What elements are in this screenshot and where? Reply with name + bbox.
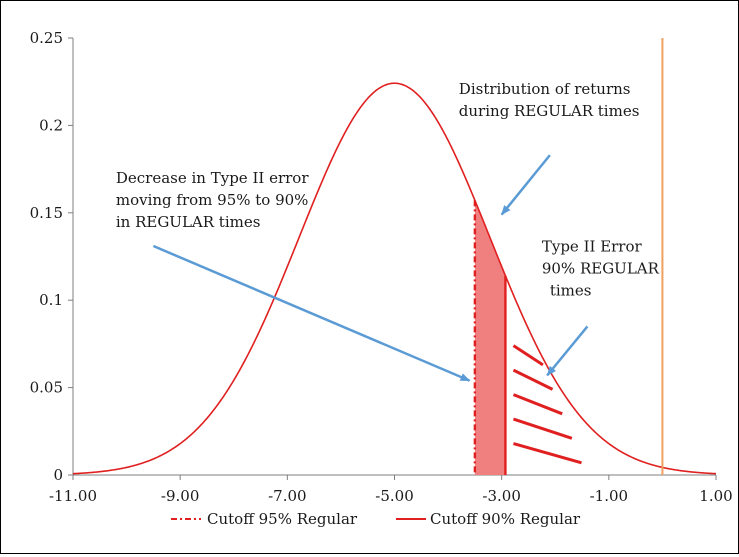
legend-label-90: Cutoff 90% Regular bbox=[430, 510, 581, 528]
x-tick-label: -7.00 bbox=[268, 487, 306, 505]
y-tick-label: 0.1 bbox=[39, 291, 63, 309]
shaded-region bbox=[474, 200, 506, 475]
hatch-line bbox=[512, 344, 544, 367]
x-tick-label: -1.00 bbox=[590, 487, 628, 505]
axes bbox=[68, 37, 717, 480]
chart-marks bbox=[72, 38, 717, 475]
y-tick-label: 0.25 bbox=[30, 29, 63, 47]
distribution-curve bbox=[72, 82, 717, 475]
annotation-text: Decrease in Type II error bbox=[116, 169, 309, 187]
x-tick-label: -3.00 bbox=[482, 487, 520, 505]
annotation-text: in REGULAR times bbox=[116, 213, 261, 231]
hatch-line bbox=[512, 417, 573, 440]
chart-labels: 0 0.05 0.1 0.15 0.2 0.25 -11.00 -9.00 -7.00 -5.00… bbox=[30, 29, 733, 528]
hatch-line bbox=[513, 442, 582, 465]
annotation-text: moving from 95% to 90% bbox=[116, 191, 309, 209]
x-tick-label: 1.00 bbox=[699, 487, 732, 505]
annotation-text: Type II Error bbox=[542, 237, 643, 255]
y-tick-label: 0.05 bbox=[30, 379, 63, 397]
hatch-line bbox=[512, 393, 563, 416]
annotation-text: times bbox=[550, 281, 592, 299]
x-tick-label: -11.00 bbox=[49, 487, 97, 505]
y-tick-label: 0 bbox=[53, 466, 63, 484]
x-tick-label: -5.00 bbox=[375, 487, 413, 505]
annotation-arrow bbox=[500, 154, 551, 216]
y-tick-label: 0.15 bbox=[30, 204, 63, 222]
hatch-line bbox=[512, 368, 554, 391]
y-tick-label: 0.2 bbox=[39, 116, 63, 134]
annotation-arrow bbox=[152, 244, 471, 382]
annotation-text: 90% REGULAR bbox=[542, 259, 660, 277]
annotation-arrow bbox=[546, 325, 589, 377]
annotation-text: Distribution of returns bbox=[459, 80, 631, 98]
legend-label-95: Cutoff 95% Regular bbox=[207, 510, 358, 528]
x-tick-label: -9.00 bbox=[161, 487, 199, 505]
annotation-text: during REGULAR times bbox=[459, 102, 640, 120]
